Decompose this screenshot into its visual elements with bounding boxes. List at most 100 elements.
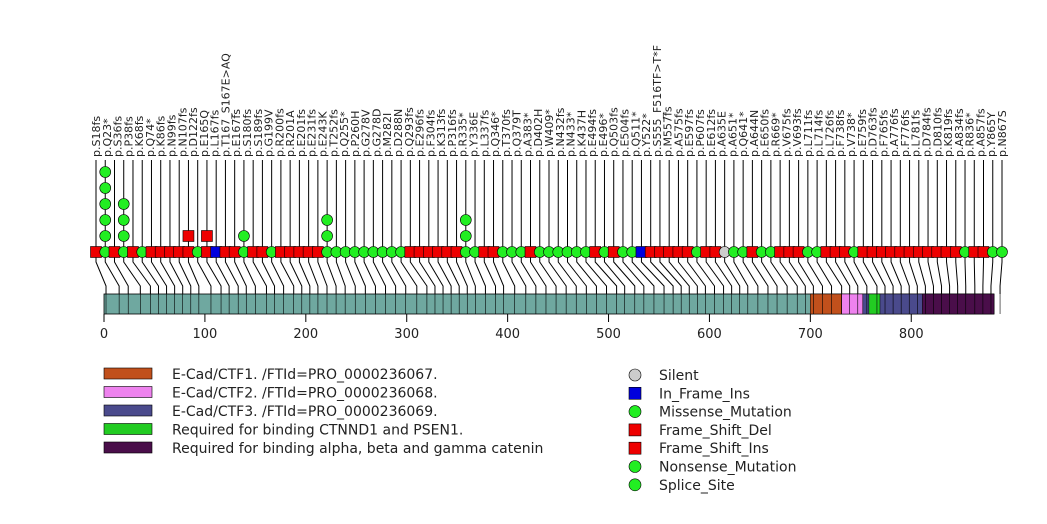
mutation-label: p.N432fs <box>554 107 567 157</box>
mutation-label: p.E243K <box>317 111 330 157</box>
domain-legend-label: E-Cad/CTF2. /FTId=PRO_0000236068. <box>172 386 438 402</box>
mutation-label: p.P316fs <box>446 109 459 157</box>
position-connector <box>918 252 926 294</box>
axis-tick-label: 0 <box>100 327 108 342</box>
position-connector <box>104 252 120 294</box>
mutation-label: p.A383* <box>521 112 534 157</box>
mutation-label: p.D810fs <box>931 107 944 157</box>
mutation-marker-square <box>182 230 195 242</box>
mutation-label: p.E165Q <box>198 110 211 157</box>
mutation-label: p.P260H <box>349 111 362 157</box>
mutation-label: p.K68fs <box>133 115 146 157</box>
mutation-label: p.Q23* <box>101 118 114 157</box>
mutation-label: p.R669* <box>770 112 783 157</box>
mutation-label: p.R201A <box>284 110 297 157</box>
axis-tick-label: 800 <box>899 327 924 342</box>
mutation-label: p.D122fs <box>187 107 200 157</box>
mutation-label: p.L167fs <box>209 110 222 157</box>
position-connector <box>668 252 690 294</box>
mutation-stems <box>95 160 1003 252</box>
mutation-label: p.G278D <box>370 109 383 157</box>
mutation-marker-circle <box>117 230 130 242</box>
mutation-label: p.K86fs <box>155 115 168 157</box>
position-connector <box>742 252 759 294</box>
position-connector <box>807 252 823 294</box>
mutation-label: p.E759fs <box>856 109 869 157</box>
axis-tick-label: 500 <box>596 327 621 342</box>
protein-track <box>103 293 1001 315</box>
position-connector <box>816 252 833 294</box>
position-connector <box>909 252 918 294</box>
position-connector <box>345 252 356 294</box>
position-connector <box>798 252 814 294</box>
mutation-label: p.Q74* <box>144 118 157 157</box>
position-connector <box>382 252 397 294</box>
position-connector <box>317 252 328 294</box>
position-connector <box>622 252 645 294</box>
position-connector <box>999 252 1003 294</box>
mutation-marker-circle <box>459 214 472 226</box>
position-connector <box>160 252 176 294</box>
mutation-type-label: Splice_Site <box>659 478 735 494</box>
mutation-label: p.F304fs <box>424 109 437 157</box>
mutation-label: p.V693fs <box>791 108 804 157</box>
mutation-label: p.F765fs <box>877 109 890 157</box>
position-connector <box>770 252 788 294</box>
mutation-label: p.S555_F516TF>T*F <box>651 45 664 157</box>
mutation-label: p.Y522* <box>640 113 653 157</box>
mutation-label: p.A776fs <box>888 108 901 157</box>
position-connector <box>437 252 452 294</box>
mutation-marker-circle <box>99 230 112 242</box>
mutation-type-label: Silent <box>659 368 699 384</box>
position-connector <box>936 252 943 294</box>
mutation-marker-circle <box>459 230 472 242</box>
domain-legend-label: Required for binding CTNND1 and PSEN1. <box>172 423 463 439</box>
mutation-marker-circle <box>321 230 333 242</box>
position-connector <box>215 252 230 294</box>
mutation-label: p.F776fs <box>899 109 912 157</box>
mutation-label: p.E167fs <box>230 109 243 157</box>
mutation-label: p.Q503fs <box>608 107 621 157</box>
mutation-label: p.L781fs <box>910 110 923 157</box>
position-connector <box>548 252 567 294</box>
mutation-label: p.T370fs <box>500 109 513 157</box>
mutation-type-legend: Silent In_Frame_Ins Missense_Mutation Frame… <box>628 368 796 494</box>
mutation-type-swatch-circle <box>628 368 642 382</box>
position-connector <box>335 252 346 294</box>
position-connector <box>761 252 778 294</box>
position-connector <box>511 252 527 294</box>
position-connector <box>862 252 878 294</box>
mutation-marker-circle <box>99 182 112 194</box>
mutation-label: p.D763fs <box>867 107 880 157</box>
axis-tick-label: 700 <box>798 327 823 342</box>
position-connector <box>261 252 276 294</box>
position-connector <box>890 252 902 294</box>
position-connectors <box>95 252 1003 294</box>
position-connector <box>289 252 303 294</box>
position-connector <box>872 252 886 294</box>
mutation-label: p.T252fs <box>327 109 340 157</box>
mutation-label: p.R335* <box>457 112 470 157</box>
position-connector <box>400 252 418 294</box>
position-connector <box>224 252 239 294</box>
position-connector <box>751 252 769 294</box>
mutation-type-label: Frame_Shift_Del <box>659 423 772 439</box>
mutation-label: p.S180fs <box>241 109 254 157</box>
mutation-label: p.R836* <box>964 112 977 157</box>
mutation-label: p.R200fs <box>273 108 286 157</box>
position-connector <box>835 252 851 294</box>
mutation-label: p.M282I <box>381 113 394 157</box>
mutation-labels: p.S18fsp.Q23*p.S36fsp.P38fsp.K68fsp.Q74*… <box>90 45 1009 157</box>
position-connector <box>955 252 959 294</box>
mutation-marker-circle <box>99 214 112 226</box>
position-connector <box>946 252 951 294</box>
mutation-type-swatch-square <box>628 441 642 455</box>
mutation-label: p.D784fs <box>921 107 934 157</box>
domain-block <box>841 293 864 315</box>
position-connector <box>169 252 184 294</box>
position-connector <box>724 252 741 294</box>
domain-legend-swatch <box>103 386 153 398</box>
mutation-type-label: In_Frame_Ins <box>659 386 750 402</box>
position-connector <box>234 252 247 294</box>
position-connector <box>853 252 868 294</box>
